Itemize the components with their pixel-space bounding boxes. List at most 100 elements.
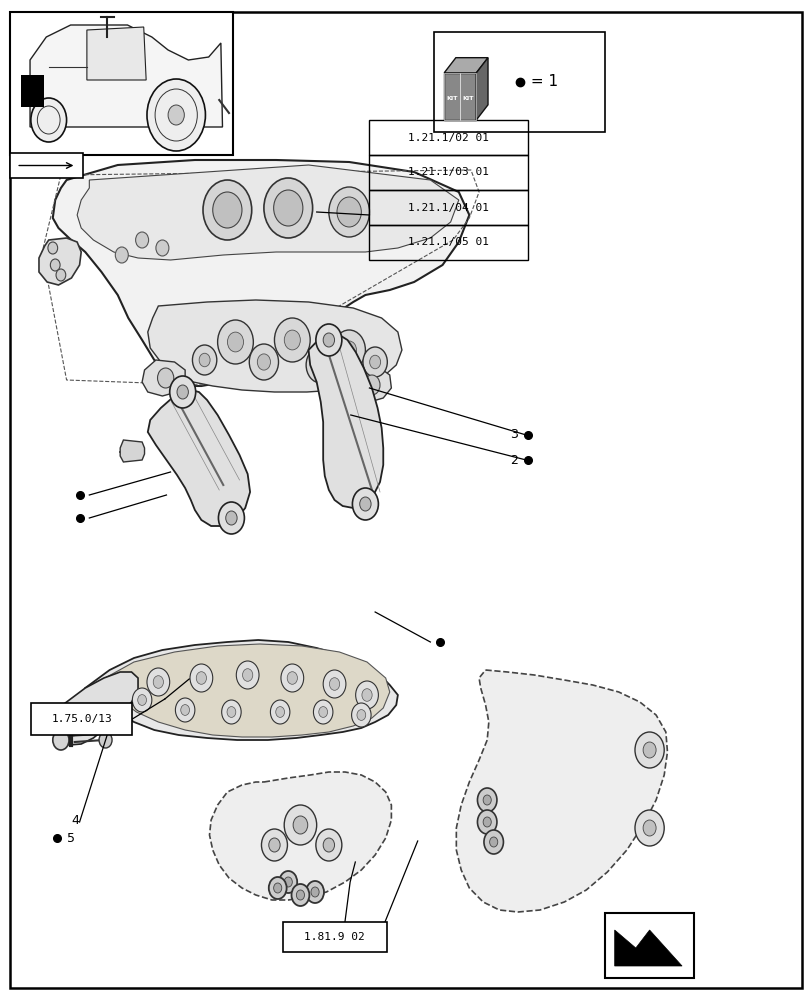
Circle shape [37, 106, 60, 134]
Circle shape [323, 838, 334, 852]
Polygon shape [120, 440, 144, 462]
Polygon shape [353, 368, 391, 402]
Circle shape [314, 357, 327, 373]
Circle shape [225, 511, 237, 525]
Circle shape [67, 716, 76, 728]
Circle shape [217, 320, 253, 364]
Text: 4: 4 [71, 814, 79, 826]
Circle shape [642, 820, 655, 836]
Circle shape [341, 341, 356, 359]
Circle shape [56, 269, 66, 281]
Circle shape [273, 190, 303, 226]
Circle shape [147, 79, 205, 151]
Bar [369, 120, 527, 155]
Text: 1.81.9 02: 1.81.9 02 [304, 932, 364, 942]
Bar [369, 190, 527, 225]
Circle shape [328, 187, 369, 237]
Bar [21, 75, 44, 107]
Polygon shape [39, 238, 81, 285]
Circle shape [175, 698, 195, 722]
Circle shape [196, 672, 206, 684]
Polygon shape [85, 640, 397, 740]
Circle shape [236, 661, 259, 689]
Circle shape [50, 259, 60, 271]
Circle shape [273, 883, 281, 893]
Polygon shape [456, 670, 667, 912]
Circle shape [352, 488, 378, 520]
Circle shape [359, 497, 371, 511]
Circle shape [157, 368, 174, 388]
Circle shape [319, 707, 327, 717]
Circle shape [153, 676, 163, 688]
Circle shape [363, 347, 387, 377]
Circle shape [155, 89, 197, 141]
Circle shape [268, 877, 286, 899]
Circle shape [323, 333, 334, 347]
Circle shape [181, 705, 189, 715]
Circle shape [296, 890, 304, 900]
Circle shape [477, 810, 496, 834]
Circle shape [169, 376, 195, 408]
Circle shape [291, 884, 309, 906]
Circle shape [351, 703, 371, 727]
Circle shape [323, 670, 345, 698]
Circle shape [227, 707, 235, 717]
Circle shape [477, 788, 496, 812]
Circle shape [268, 838, 280, 852]
Circle shape [279, 871, 297, 893]
Polygon shape [209, 772, 391, 900]
Circle shape [329, 678, 339, 690]
Text: KIT: KIT [462, 96, 474, 101]
Circle shape [60, 708, 83, 736]
Circle shape [31, 98, 67, 142]
Bar [10, 153, 83, 178]
Polygon shape [101, 644, 389, 737]
Circle shape [249, 344, 278, 380]
Circle shape [306, 881, 324, 903]
Circle shape [313, 700, 333, 724]
Circle shape [357, 710, 365, 720]
Text: 1.21.1/04 01: 1.21.1/04 01 [408, 202, 488, 213]
Circle shape [362, 689, 371, 701]
Polygon shape [53, 160, 469, 386]
Circle shape [221, 700, 241, 724]
Circle shape [483, 795, 491, 805]
Bar [10, 12, 233, 155]
Circle shape [489, 837, 497, 847]
Circle shape [642, 742, 655, 758]
Text: 1.75.0/13: 1.75.0/13 [51, 714, 112, 724]
Polygon shape [308, 335, 383, 508]
Polygon shape [148, 390, 250, 526]
Circle shape [281, 664, 303, 692]
Circle shape [293, 816, 307, 834]
Circle shape [203, 180, 251, 240]
Circle shape [634, 732, 663, 768]
Circle shape [315, 829, 341, 861]
Bar [369, 225, 527, 260]
Circle shape [190, 664, 212, 692]
Polygon shape [148, 300, 401, 392]
Text: = 1: = 1 [526, 75, 558, 90]
Text: 3: 3 [509, 428, 517, 442]
Circle shape [257, 354, 270, 370]
Text: 1.21.1/05 01: 1.21.1/05 01 [408, 237, 488, 247]
Circle shape [135, 232, 148, 248]
Bar [31, 703, 132, 735]
Polygon shape [87, 27, 146, 80]
Circle shape [115, 247, 128, 263]
Polygon shape [142, 360, 185, 396]
Circle shape [287, 672, 297, 684]
Circle shape [369, 355, 380, 369]
Polygon shape [444, 58, 487, 73]
Circle shape [264, 178, 312, 238]
Circle shape [483, 817, 491, 827]
Text: 5: 5 [67, 832, 75, 844]
Circle shape [199, 353, 210, 367]
Circle shape [147, 668, 169, 696]
Circle shape [132, 688, 152, 712]
Polygon shape [53, 672, 138, 745]
Circle shape [355, 681, 378, 709]
Polygon shape [476, 58, 487, 120]
Circle shape [284, 877, 292, 887]
Circle shape [270, 700, 290, 724]
